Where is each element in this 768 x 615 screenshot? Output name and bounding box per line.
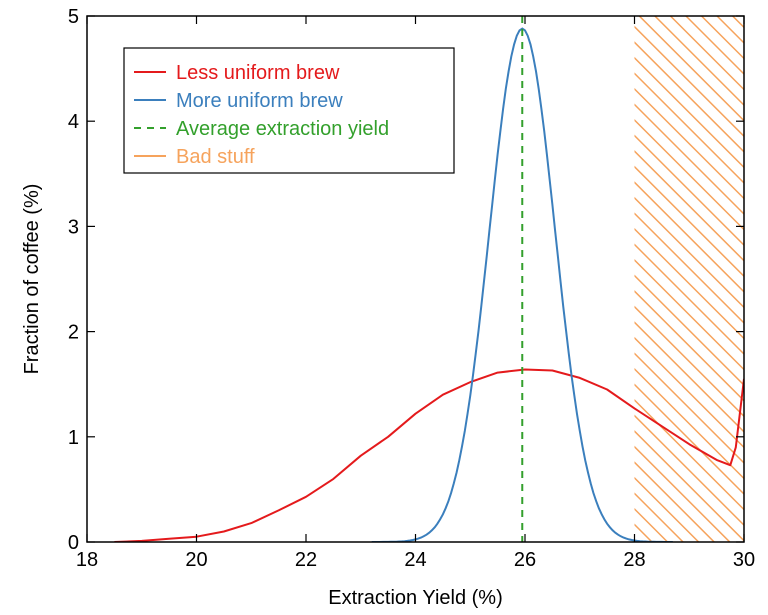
- legend-label-bad-stuff: Bad stuff: [176, 146, 255, 168]
- legend-label-more-uniform: More uniform brew: [176, 90, 343, 112]
- legend-label-less-uniform: Less uniform brew: [176, 62, 340, 84]
- y-tick-label: 3: [68, 216, 79, 238]
- x-tick-label: 22: [295, 549, 317, 571]
- ticks-layer: 18 20 22 24 26 28 30 0 1 2 3 4 5: [68, 6, 755, 571]
- series-more-uniform-brew: [371, 27, 673, 542]
- x-tick-label: 30: [733, 549, 755, 571]
- x-tick-label: 20: [185, 549, 207, 571]
- legend-label-average: Average extraction yield: [176, 118, 389, 140]
- series-less-uniform-brew: [114, 368, 744, 542]
- bad-stuff-region-layer: [634, 16, 744, 542]
- y-tick-label: 5: [68, 6, 79, 28]
- y-axis-label: Fraction of coffee (%): [21, 184, 43, 375]
- y-tick-label: 0: [68, 532, 79, 554]
- bad-stuff-region: [634, 16, 744, 542]
- x-axis-label: Extraction Yield (%): [328, 587, 503, 609]
- y-tick-label: 2: [68, 322, 79, 344]
- x-tick-label: 28: [623, 549, 645, 571]
- legend: Less uniform brew More uniform brew Aver…: [123, 47, 455, 174]
- x-tick-label: 26: [514, 549, 536, 571]
- legend-box: [123, 47, 455, 174]
- x-tick-label: 18: [76, 549, 98, 571]
- series-layer: [114, 16, 744, 542]
- y-tick-label: 4: [68, 111, 79, 133]
- y-tick-label: 1: [68, 427, 79, 449]
- x-tick-label: 24: [404, 549, 426, 571]
